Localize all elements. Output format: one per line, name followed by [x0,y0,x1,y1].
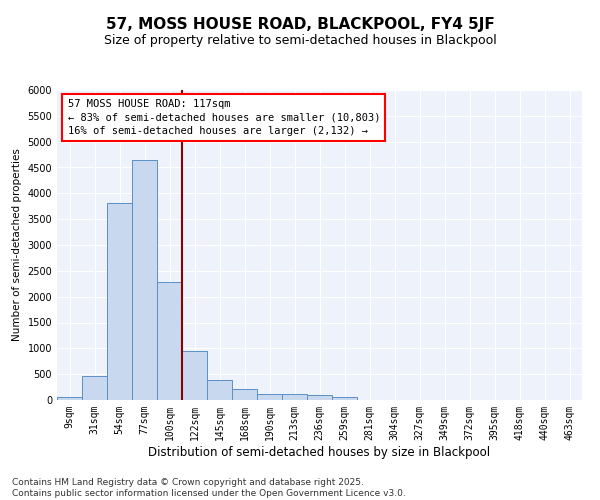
X-axis label: Distribution of semi-detached houses by size in Blackpool: Distribution of semi-detached houses by … [148,446,491,458]
Bar [257,394,282,400]
Bar [82,376,107,400]
Bar [182,351,207,400]
Bar [157,282,182,400]
Bar [107,202,132,400]
Bar [232,389,257,400]
Bar [132,160,157,400]
Bar [332,398,357,400]
Bar [307,395,332,400]
Bar [207,380,232,400]
Bar [57,398,82,400]
Text: 57, MOSS HOUSE ROAD, BLACKPOOL, FY4 5JF: 57, MOSS HOUSE ROAD, BLACKPOOL, FY4 5JF [106,18,494,32]
Y-axis label: Number of semi-detached properties: Number of semi-detached properties [12,148,22,342]
Bar [282,394,307,400]
Text: Size of property relative to semi-detached houses in Blackpool: Size of property relative to semi-detach… [104,34,496,47]
Text: 57 MOSS HOUSE ROAD: 117sqm
← 83% of semi-detached houses are smaller (10,803)
16: 57 MOSS HOUSE ROAD: 117sqm ← 83% of semi… [67,100,380,136]
Text: Contains HM Land Registry data © Crown copyright and database right 2025.
Contai: Contains HM Land Registry data © Crown c… [12,478,406,498]
